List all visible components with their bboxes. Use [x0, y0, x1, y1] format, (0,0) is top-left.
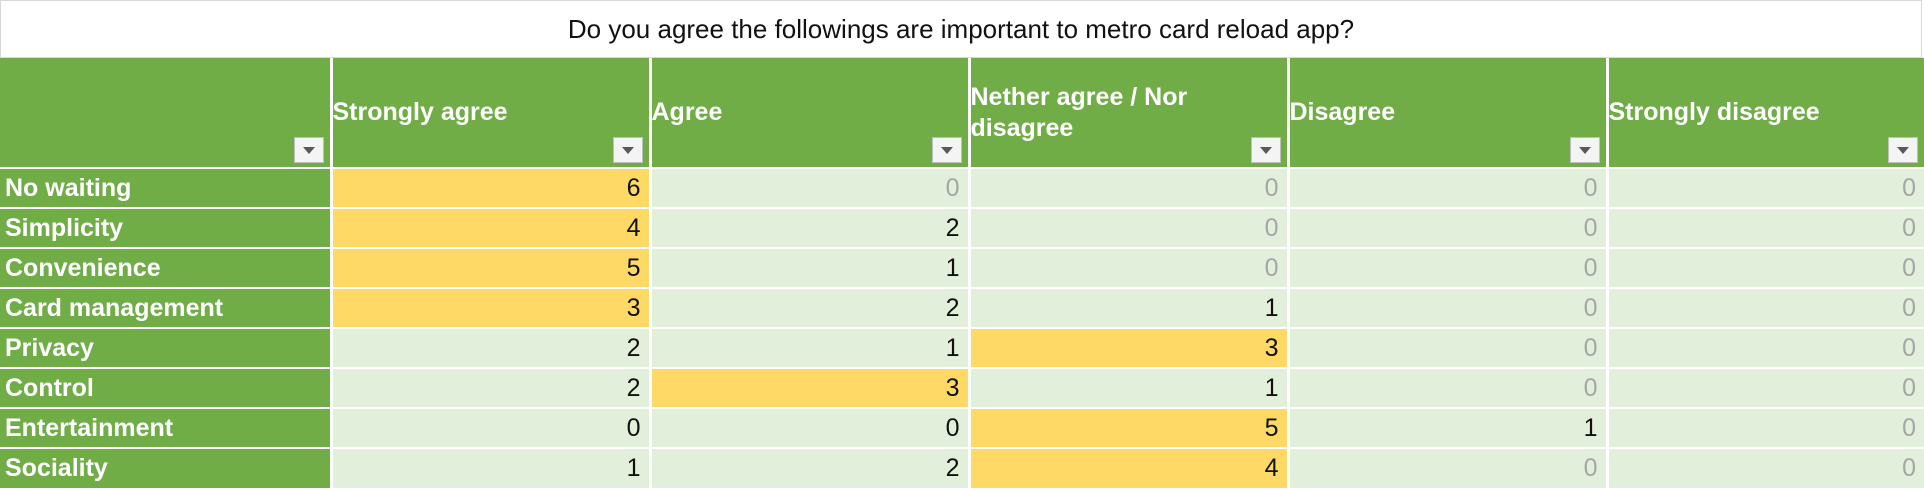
table-cell[interactable]: 0 — [650, 407, 971, 448]
row-label[interactable]: Sociality — [0, 447, 333, 488]
filter-dropdown-icon[interactable] — [612, 137, 643, 163]
row-label[interactable]: No waiting — [0, 167, 333, 208]
table-cell[interactable]: 0 — [1288, 367, 1609, 408]
header-cell-strongly-agree[interactable]: Strongly agree — [331, 58, 652, 168]
header-cell-disagree[interactable]: Disagree — [1288, 58, 1609, 168]
header-cell-strongly-disagree[interactable]: Strongly disagree — [1607, 58, 1924, 168]
table-cell[interactable]: 2 — [650, 447, 971, 488]
table-cell[interactable]: 1 — [650, 327, 971, 368]
table-row: Convenience 5 1 0 0 0 — [0, 247, 1924, 288]
table-cell[interactable]: 0 — [1607, 367, 1924, 408]
table-row: Card management 3 2 1 0 0 — [0, 287, 1924, 328]
table-cell[interactable]: 0 — [1288, 287, 1609, 328]
header-label: Disagree — [1289, 98, 1396, 126]
header-row: Strongly agree Agree Nether agree / Nor … — [0, 58, 1924, 168]
table-cell[interactable]: 0 — [1607, 327, 1924, 368]
table-cell[interactable]: 5 — [969, 407, 1290, 448]
table-cell[interactable]: 2 — [650, 287, 971, 328]
row-label[interactable]: Convenience — [0, 247, 333, 288]
table-row: Privacy 2 1 3 0 0 — [0, 327, 1924, 368]
table-cell[interactable]: 0 — [1607, 407, 1924, 448]
filter-dropdown-icon[interactable] — [293, 137, 324, 163]
table-cell[interactable]: 0 — [650, 167, 971, 208]
table-row: Simplicity 4 2 0 0 0 — [0, 207, 1924, 248]
table-cell[interactable]: 1 — [331, 447, 652, 488]
table-cell[interactable]: 1 — [1288, 407, 1609, 448]
table-cell[interactable]: 2 — [331, 327, 652, 368]
filter-dropdown-icon[interactable] — [1250, 137, 1281, 163]
table-cell[interactable]: 0 — [331, 407, 652, 448]
table-cell[interactable]: 2 — [650, 207, 971, 248]
table-cell[interactable]: 4 — [331, 207, 652, 248]
table-cell[interactable]: 4 — [969, 447, 1290, 488]
header-cell-neither[interactable]: Nether agree / Nor disagree — [969, 58, 1290, 168]
header-label: Nether agree / Nor disagree — [970, 82, 1188, 142]
table-cell[interactable]: 3 — [969, 327, 1290, 368]
table-row: Sociality 1 2 4 0 0 — [0, 447, 1924, 488]
table-cell[interactable]: 5 — [331, 247, 652, 288]
row-label[interactable]: Privacy — [0, 327, 333, 368]
table-cell[interactable]: 1 — [650, 247, 971, 288]
table-cell[interactable]: 0 — [1607, 447, 1924, 488]
row-label[interactable]: Entertainment — [0, 407, 333, 448]
table-cell[interactable]: 0 — [1288, 167, 1609, 208]
row-label[interactable]: Simplicity — [0, 207, 333, 248]
table-cell[interactable]: 1 — [969, 287, 1290, 328]
table-cell[interactable]: 2 — [331, 367, 652, 408]
header-label: Strongly agree — [332, 98, 508, 126]
table-cell[interactable]: 0 — [1607, 167, 1924, 208]
filter-dropdown-icon[interactable] — [1569, 137, 1600, 163]
table-cell[interactable]: 0 — [969, 247, 1290, 288]
survey-table: Strongly agree Agree Nether agree / Nor … — [0, 58, 1924, 488]
filter-dropdown-icon[interactable] — [1888, 137, 1918, 163]
header-label: Strongly disagree — [1608, 98, 1820, 126]
table-cell[interactable]: 0 — [1607, 287, 1924, 328]
filter-dropdown-icon[interactable] — [931, 137, 962, 163]
header-cell-agree[interactable]: Agree — [650, 58, 971, 168]
table-row: No waiting 6 0 0 0 0 — [0, 167, 1924, 208]
table-cell[interactable]: 0 — [1607, 247, 1924, 288]
table-cell[interactable]: 3 — [331, 287, 652, 328]
row-label[interactable]: Control — [0, 367, 333, 408]
table-cell[interactable]: 0 — [1288, 247, 1609, 288]
row-label[interactable]: Card management — [0, 287, 333, 328]
table-cell[interactable]: 0 — [1288, 327, 1609, 368]
table-cell[interactable]: 0 — [1288, 207, 1609, 248]
table-cell[interactable]: 6 — [331, 167, 652, 208]
table-cell[interactable]: 3 — [650, 367, 971, 408]
table-cell[interactable]: 1 — [969, 367, 1290, 408]
header-cell-0[interactable] — [0, 58, 333, 168]
table-cell[interactable]: 0 — [1607, 207, 1924, 248]
table-title[interactable]: Do you agree the followings are importan… — [0, 0, 1922, 58]
table-row: Control 2 3 1 0 0 — [0, 367, 1924, 408]
header-label: Agree — [651, 98, 723, 126]
table-cell[interactable]: 0 — [1288, 447, 1609, 488]
table-cell[interactable]: 0 — [969, 167, 1290, 208]
table-row: Entertainment 0 0 5 1 0 — [0, 407, 1924, 448]
table-cell[interactable]: 0 — [969, 207, 1290, 248]
